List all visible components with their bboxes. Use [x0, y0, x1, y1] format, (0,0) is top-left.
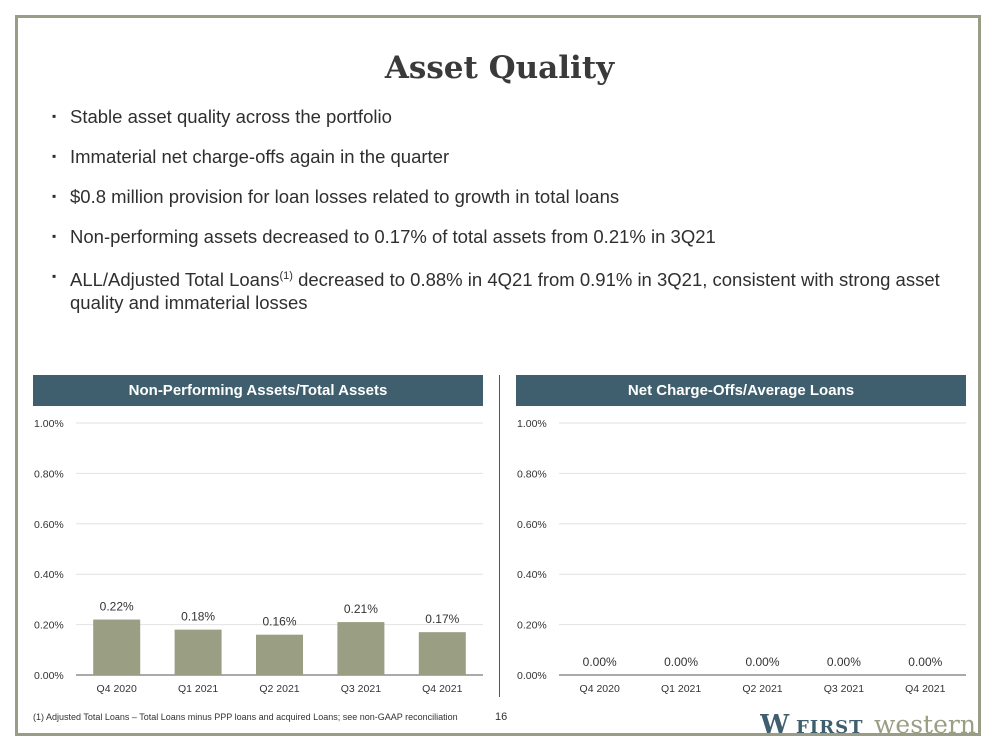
y-tick-label: 0.20% — [517, 620, 547, 632]
bullet-list: ▪ Stable asset quality across the portfol… — [52, 105, 952, 331]
bullet-square-icon: ▪ — [52, 189, 57, 203]
x-tick-label: Q4 2020 — [580, 683, 620, 695]
bullet-item: ▪ ALL/Adjusted Total Loans(1) decreased t… — [52, 265, 952, 314]
bullet-text: Immaterial net charge-offs again in the … — [70, 146, 450, 167]
y-tick-label: 0.80% — [34, 468, 64, 480]
page-number: 16 — [495, 711, 508, 723]
bullet-square-icon: ▪ — [52, 149, 57, 163]
logo-mark-icon: W — [760, 710, 790, 740]
x-tick-label: Q4 2021 — [422, 683, 462, 695]
bullet-square-icon: ▪ — [52, 229, 57, 243]
bullet-item: ▪ Immaterial net charge-offs again in the… — [52, 145, 952, 168]
data-label: 0.00% — [908, 655, 942, 669]
npa-chart: 0.00% 0.20% 0.40% 0.60% 0.80% 1.00% 0.22% Q4 20… — [34, 418, 483, 695]
y-tick-label: 0.40% — [517, 569, 547, 581]
bullet-item: ▪ Stable asset quality across the portfol… — [52, 105, 952, 128]
bullet-text: Non-performing assets decreased to 0.17%… — [70, 226, 716, 247]
x-tick-label: Q1 2021 — [661, 683, 701, 695]
nco-chart: 0.00% 0.20% 0.40% 0.60% 0.80% 1.00% 0.00% Q4 20… — [517, 418, 966, 695]
bullet-text-post: decreased to 0.88% in 4Q21 from 0.91% in… — [70, 269, 940, 314]
company-logo: W FIRST western — [760, 710, 976, 740]
data-label: 0.00% — [664, 655, 698, 669]
data-label: 0.22% — [100, 600, 134, 614]
bar — [337, 622, 385, 675]
x-tick-label: Q2 2021 — [259, 683, 299, 695]
y-tick-label: 0.60% — [34, 519, 64, 531]
slide-frame — [15, 15, 981, 736]
bullet-item: ▪ $0.8 million provision for loan losses … — [52, 185, 952, 208]
data-label: 0.21% — [344, 602, 378, 616]
bullet-item: ▪ Non-performing assets decreased to 0.17… — [52, 225, 952, 248]
y-tick-label: 1.00% — [34, 418, 64, 430]
chart-divider — [499, 375, 500, 697]
x-tick-label: Q3 2021 — [824, 683, 864, 695]
data-label: 0.00% — [583, 655, 617, 669]
x-tick-label: Q4 2020 — [97, 683, 137, 695]
nco-chart-panel: Net Charge-Offs/Average Loans 0.00% 0.20%… — [516, 375, 966, 700]
footnote-marker: (1) — [279, 270, 293, 282]
npa-chart-title: Non-Performing Assets/Total Assets — [33, 375, 483, 406]
y-tick-label: 0.40% — [34, 569, 64, 581]
bullet-text-pre: ALL/Adjusted Total Loans — [70, 269, 280, 291]
bullet-square-icon: ▪ — [52, 109, 57, 123]
footnote: (1) Adjusted Total Loans – Total Loans m… — [33, 712, 458, 722]
y-tick-label: 0.00% — [517, 670, 547, 682]
logo-word-first: FIRST — [796, 717, 864, 738]
y-tick-label: 0.60% — [517, 519, 547, 531]
data-label: 0.17% — [425, 612, 459, 626]
x-tick-label: Q1 2021 — [178, 683, 218, 695]
bar — [418, 632, 466, 675]
bar — [174, 629, 222, 675]
bar — [93, 619, 141, 675]
page-title: Asset Quality — [384, 50, 615, 86]
x-tick-label: Q2 2021 — [742, 683, 782, 695]
x-tick-label: Q4 2021 — [905, 683, 945, 695]
bar — [256, 634, 303, 675]
bullet-text: $0.8 million provision for loan losses r… — [70, 186, 620, 207]
y-tick-label: 1.00% — [517, 418, 547, 430]
bullet-text: Stable asset quality across the portfoli… — [70, 106, 392, 127]
y-tick-label: 0.20% — [34, 620, 64, 632]
data-label: 0.00% — [745, 655, 779, 669]
nco-chart-title: Net Charge-Offs/Average Loans — [516, 375, 966, 406]
y-tick-label: 0.80% — [517, 468, 547, 480]
x-tick-label: Q3 2021 — [341, 683, 381, 695]
y-tick-label: 0.00% — [34, 670, 64, 682]
data-label: 0.18% — [181, 610, 215, 624]
logo-word-western: western — [874, 710, 976, 739]
data-label: 0.00% — [827, 655, 861, 669]
npa-chart-panel: Non-Performing Assets/Total Assets 0.00%… — [33, 375, 483, 700]
bullet-square-icon: ▪ — [52, 269, 57, 283]
data-label: 0.16% — [262, 615, 296, 629]
